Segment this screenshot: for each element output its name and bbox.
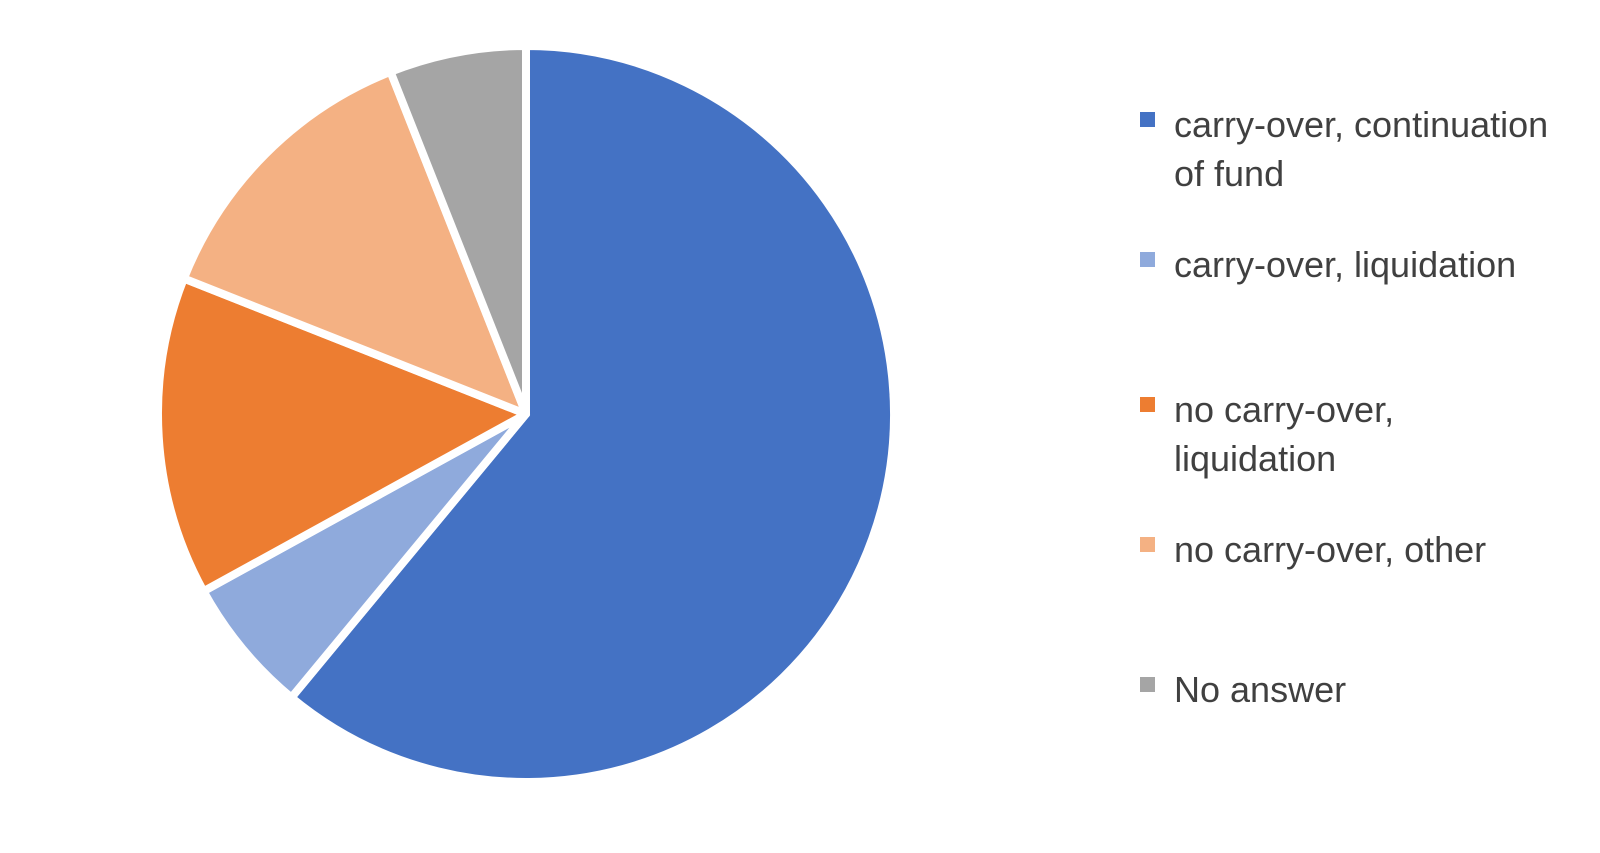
pie-slice-0 bbox=[287, 42, 898, 786]
legend-label-carry-over-continuation: carry-over, continuation of fund bbox=[1174, 104, 1549, 194]
legend-item-carry-over-liquidation: carry-over, liquidation bbox=[1140, 240, 1574, 289]
legend-item-carry-over-continuation: carry-over, continuation of fund bbox=[1140, 100, 1574, 198]
legend-label-carry-over-liquidation: carry-over, liquidation bbox=[1174, 244, 1517, 285]
legend: carry-over, continuation of fund carry-o… bbox=[1140, 100, 1580, 740]
legend-label-no-answer: No answer bbox=[1174, 669, 1347, 710]
pie-plot-area bbox=[153, 42, 898, 786]
legend-swatch-no-carry-over-other bbox=[1140, 537, 1155, 552]
pie-slice-4 bbox=[386, 42, 530, 418]
pie-slice-3 bbox=[179, 67, 530, 418]
legend-swatch-no-answer bbox=[1140, 677, 1155, 692]
legend-item-no-carry-over-other: no carry-over, other bbox=[1140, 525, 1574, 574]
legend-item-no-answer: No answer bbox=[1140, 665, 1574, 714]
legend-swatch-no-carry-over-liquidation bbox=[1140, 397, 1155, 412]
legend-swatch-carry-over-continuation bbox=[1140, 112, 1155, 127]
legend-item-no-carry-over-liquidation: no carry-over, liquidation bbox=[1140, 385, 1474, 483]
pie-slices bbox=[153, 42, 898, 786]
pie-slice-2 bbox=[153, 274, 530, 596]
legend-label-no-carry-over-liquidation: no carry-over, liquidation bbox=[1174, 389, 1395, 479]
legend-label-no-carry-over-other: no carry-over, other bbox=[1174, 529, 1487, 570]
legend-swatch-carry-over-liquidation bbox=[1140, 252, 1155, 267]
